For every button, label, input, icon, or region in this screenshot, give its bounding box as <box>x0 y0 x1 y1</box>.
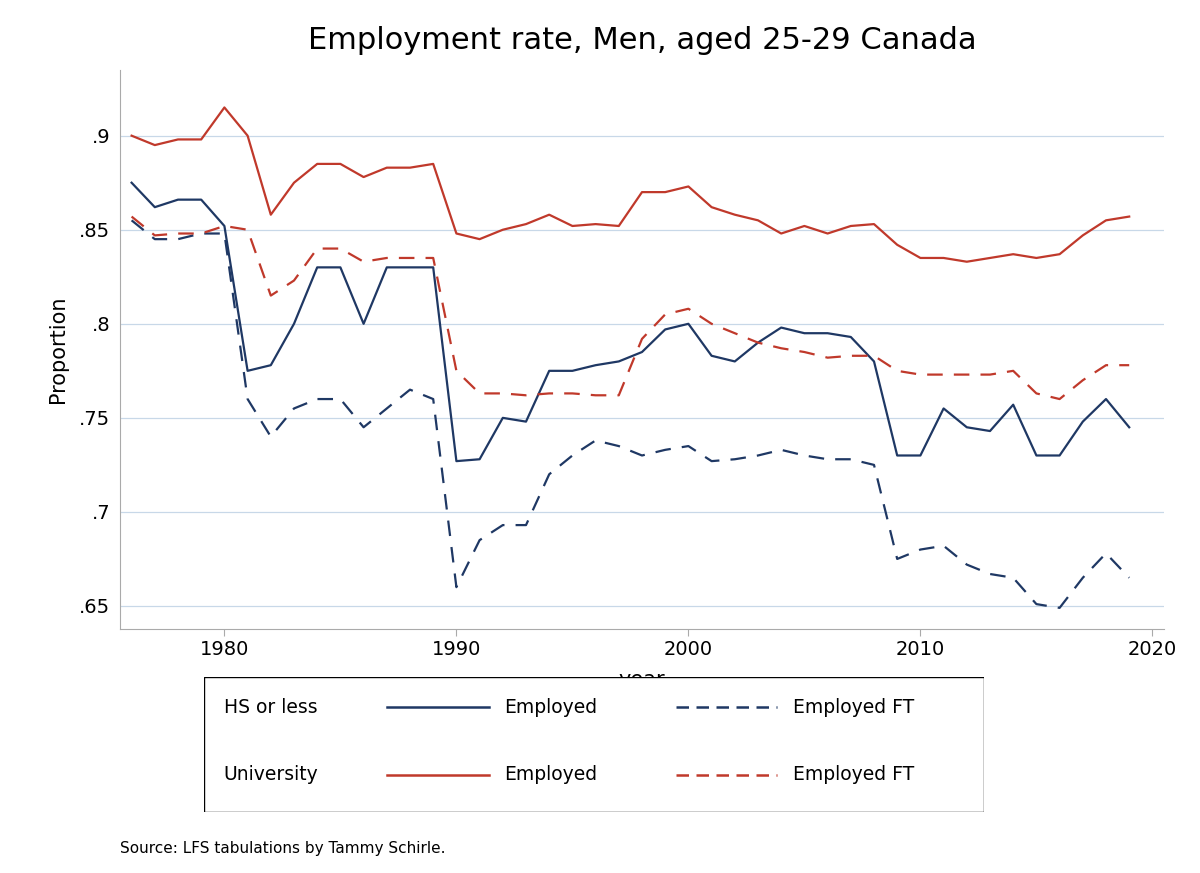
Text: University: University <box>223 765 318 784</box>
FancyBboxPatch shape <box>204 677 984 812</box>
Title: Employment rate, Men, aged 25-29 Canada: Employment rate, Men, aged 25-29 Canada <box>307 26 977 55</box>
Text: Employed FT: Employed FT <box>793 698 914 717</box>
X-axis label: year: year <box>619 670 665 691</box>
Text: Source: LFS tabulations by Tammy Schirle.: Source: LFS tabulations by Tammy Schirle… <box>120 841 445 856</box>
Text: HS or less: HS or less <box>223 698 317 717</box>
Text: Employed: Employed <box>504 765 598 784</box>
Text: Employed FT: Employed FT <box>793 765 914 784</box>
Y-axis label: Proportion: Proportion <box>48 295 68 403</box>
Text: Employed: Employed <box>504 698 598 717</box>
